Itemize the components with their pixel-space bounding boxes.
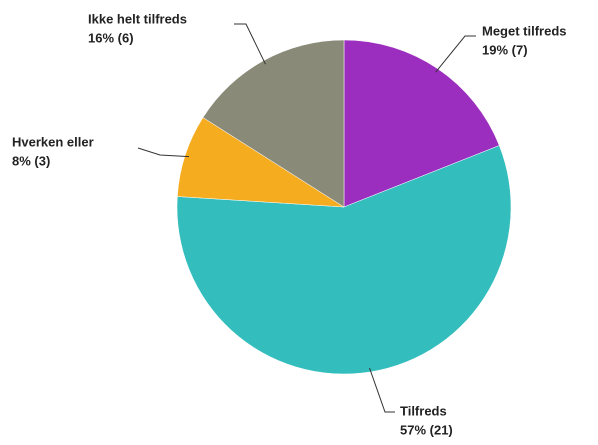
leader-line — [234, 23, 266, 65]
leader-line — [137, 147, 190, 158]
slice-label: Meget tilfreds — [482, 23, 567, 38]
leader-line — [369, 367, 395, 413]
slice-value-label: 19% (7) — [482, 42, 528, 57]
slice-value-label: 8% (3) — [12, 153, 50, 168]
slice-label: Hverken eller — [12, 134, 94, 149]
slice-value-label: 16% (6) — [88, 30, 134, 45]
pie-slice — [176, 145, 512, 375]
leader-line — [435, 35, 476, 73]
slice-label: Ikke helt tilfreds — [88, 11, 187, 26]
slice-label: Tilfreds — [400, 403, 447, 418]
slice-value-label: 57% (21) — [400, 422, 453, 437]
